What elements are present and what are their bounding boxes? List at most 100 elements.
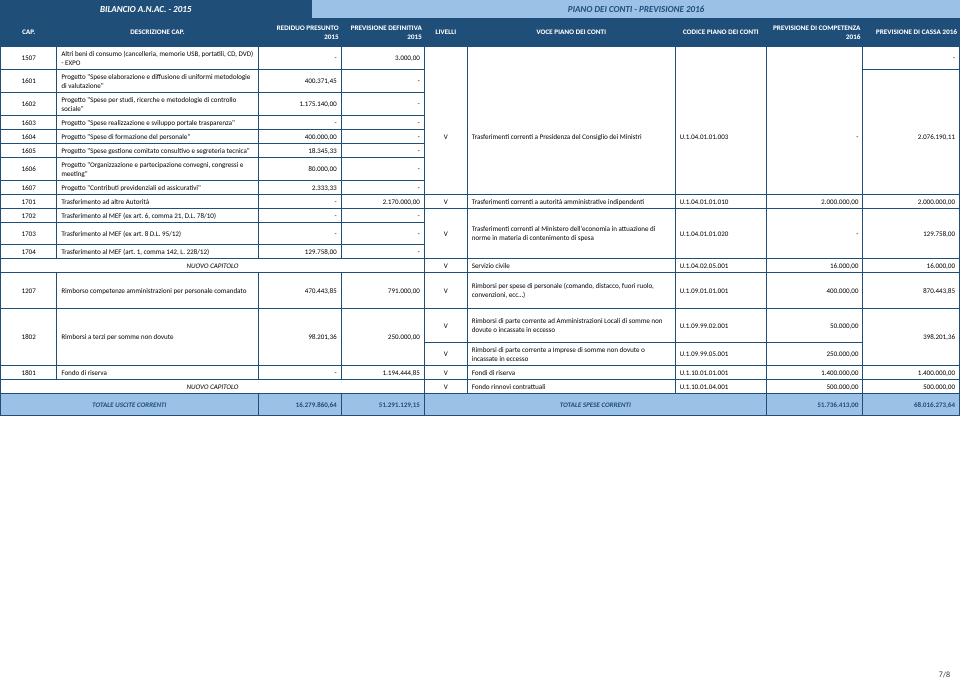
- cell-red: 80.000,00: [258, 157, 341, 180]
- cell-cap: 1606: [1, 157, 57, 180]
- cell-cap: 1704: [1, 244, 57, 258]
- cell-red: -: [258, 46, 341, 69]
- cell-comp: 1.400.000,00: [766, 365, 863, 379]
- cell-voce: [467, 244, 675, 258]
- cell-desc: Rimborso competenze amministrazioni per …: [57, 272, 258, 308]
- cell-nuovo-label: NUOVO CAPITOLO: [1, 379, 425, 393]
- cell-cassa: 2.000.000,00: [863, 194, 960, 208]
- cell-prev: 3.000,00: [341, 46, 424, 69]
- cell-prev: -: [341, 157, 424, 180]
- cell-cap: 1801: [1, 365, 57, 379]
- cell-red: 98.201,36: [258, 308, 341, 365]
- page-number: 7/8: [939, 670, 950, 680]
- cell-cassa: 1.400.000,00: [863, 365, 960, 379]
- cell-cassa: [863, 143, 960, 194]
- cell-nuovo-label: NUOVO CAPITOLO: [1, 258, 425, 272]
- cell-liv: [424, 46, 467, 69]
- cell-comp: 16.000,00: [766, 258, 863, 272]
- cell-liv: V: [424, 194, 467, 208]
- cell-liv: [424, 244, 467, 258]
- cell-cap: 1601: [1, 69, 57, 92]
- cell-cap: 1702: [1, 208, 57, 222]
- cell-voce: Trasferimenti correnti a Presidenza del …: [467, 129, 675, 143]
- th-prev: PREVISIONE DEFINITIVA 2015: [341, 18, 424, 46]
- cell-comp: 2.000.000,00: [766, 194, 863, 208]
- row-1702: 1702 Trasferimento al MEF (ex art. 6, co…: [1, 208, 960, 222]
- row-1802a: 1802 Rimborsi a terzi per somme non dovu…: [1, 308, 960, 342]
- th-cassa: PREVISIONE DI CASSA 2016: [863, 18, 960, 46]
- cell-prev: -: [341, 143, 424, 157]
- cell-cod: U.1.10.01.04.001: [675, 379, 766, 393]
- cell-cod: [675, 69, 766, 129]
- cell-voce: Fondi di riserva: [467, 365, 675, 379]
- cell-prev: -: [341, 92, 424, 115]
- cell-cap: 1507: [1, 46, 57, 69]
- cell-total-comp: 51.736.413,00: [766, 393, 863, 415]
- cell-liv: V: [424, 129, 467, 143]
- cell-prev: -: [341, 115, 424, 129]
- cell-desc: Altri beni di consumo (cancelleria, memo…: [57, 46, 258, 69]
- cell-cassa: 129.758,00: [863, 222, 960, 244]
- cell-comp: -: [766, 222, 863, 244]
- cell-desc: Progetto "Organizzazione e partecipazion…: [57, 157, 258, 180]
- cell-cod: U.1.09.99.02.001: [675, 308, 766, 342]
- cell-desc: Progetto "Contributi previdenziali ed as…: [57, 180, 258, 194]
- cell-voce: Trasferimenti correnti al Ministero dell…: [467, 222, 675, 244]
- cell-prev: -: [341, 180, 424, 194]
- cell-cassa: 16.000,00: [863, 258, 960, 272]
- cell-total-label-left: TOTALE USCITE CORRENTI: [1, 393, 259, 415]
- cell-red: -: [258, 365, 341, 379]
- cell-total-label-right: TOTALE SPESE CORRENTI: [424, 393, 766, 415]
- cell-cap: 1207: [1, 272, 57, 308]
- cell-cod: U.1.09.01.01.001: [675, 272, 766, 308]
- header-bar: BILANCIO A.N.AC. - 2015 PIANO DEI CONTI …: [0, 0, 960, 18]
- cell-liv: [424, 69, 467, 129]
- cell-red: 400.000,00: [258, 129, 341, 143]
- cell-cod: U.1.04.02.05.001: [675, 258, 766, 272]
- cell-liv: [424, 143, 467, 194]
- cell-cod: U.1.10.01.01.001: [675, 365, 766, 379]
- cell-cassa: 398.201,36: [863, 308, 960, 365]
- cell-cassa: -: [863, 46, 960, 69]
- cell-comp: 250.000,00: [766, 342, 863, 365]
- cell-cod: [675, 46, 766, 69]
- row-1703: 1703 Trasferimento al MEF (ex art. 8 D.L…: [1, 222, 960, 244]
- row-1605: 1605 Progetto "Spese gestione comitato c…: [1, 143, 960, 157]
- cell-voce: Trasferimenti correnti a autorità ammini…: [467, 194, 675, 208]
- cell-desc: Progetto "Spese realizzazione e sviluppo…: [57, 115, 258, 129]
- cell-liv: [424, 208, 467, 222]
- cell-cap: 1607: [1, 180, 57, 194]
- cell-desc: Progetto "Spese per studi, ricerche e me…: [57, 92, 258, 115]
- cell-liv: V: [424, 379, 467, 393]
- cell-desc: Fondo di riserva: [57, 365, 258, 379]
- cell-comp: [766, 208, 863, 222]
- row-1601: 1601 Progetto "Spese elaborazione e diff…: [1, 69, 960, 92]
- cell-prev: -: [341, 222, 424, 244]
- cell-prev: -: [341, 129, 424, 143]
- cell-cod: [675, 143, 766, 194]
- cell-total-cassa: 68.016.273,64: [863, 393, 960, 415]
- cell-prev: 1.194.444,85: [341, 365, 424, 379]
- row-1507: 1507 Altri beni di consumo (cancelleria,…: [1, 46, 960, 69]
- cell-liv: V: [424, 308, 467, 342]
- row-1801: 1801 Fondo di riserva - 1.194.444,85 V F…: [1, 365, 960, 379]
- cell-liv: V: [424, 272, 467, 308]
- cell-liv: V: [424, 342, 467, 365]
- cell-desc: Progetto "Spese di formazione del person…: [57, 129, 258, 143]
- cell-prev: 2.170.000,00: [341, 194, 424, 208]
- cell-voce: [467, 46, 675, 69]
- cell-voce: Rimborsi per spese di personale (comando…: [467, 272, 675, 308]
- cell-total-prev: 51.291.129,15: [341, 393, 424, 415]
- cell-cassa: 2.076.190,11: [863, 129, 960, 143]
- cell-red: -: [258, 208, 341, 222]
- cell-liv: V: [424, 365, 467, 379]
- cell-cod: U.1.04.01.01.020: [675, 222, 766, 244]
- cell-cap: 1701: [1, 194, 57, 208]
- cell-red: 129.758,00: [258, 244, 341, 258]
- cell-comp: [766, 244, 863, 258]
- cell-voce: Rimborsi di parte corrente a Imprese di …: [467, 342, 675, 365]
- row-1604: 1604 Progetto "Spese di formazione del p…: [1, 129, 960, 143]
- row-1207: 1207 Rimborso competenze amministrazioni…: [1, 272, 960, 308]
- cell-total-red: 16.279.860,64: [258, 393, 341, 415]
- cell-cassa: 870.443,85: [863, 272, 960, 308]
